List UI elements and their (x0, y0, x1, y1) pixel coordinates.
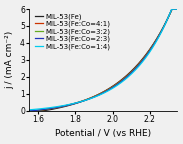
Legend: MIL-53(Fe), MIL-53(Fe:Co=4:1), MIL-53(Fe:Co=3:2), MIL-53(Fe:Co=2:3), MIL-53(Fe:C: MIL-53(Fe), MIL-53(Fe:Co=4:1), MIL-53(Fe… (34, 13, 111, 51)
MIL-53(Fe:Co=1:4) (95, 96, 97, 97)
MIL-53(Fe) (95, 95, 97, 96)
MIL-53(Fe:Co=3:2) (66, 104, 68, 106)
MIL-53(Fe:Co=1:4) (176, 8, 179, 10)
MIL-53(Fe:Co=3:2) (28, 110, 30, 112)
MIL-53(Fe:Co=3:2) (115, 84, 118, 85)
MIL-53(Fe:Co=2:3) (115, 84, 118, 86)
MIL-53(Fe:Co=2:3) (54, 107, 57, 109)
Line: MIL-53(Fe:Co=2:3): MIL-53(Fe:Co=2:3) (29, 9, 178, 111)
MIL-53(Fe:Co=2:3) (66, 105, 68, 106)
MIL-53(Fe) (176, 8, 179, 10)
MIL-53(Fe:Co=1:4) (66, 104, 68, 106)
Line: MIL-53(Fe:Co=3:2): MIL-53(Fe:Co=3:2) (29, 9, 178, 111)
MIL-53(Fe) (127, 73, 129, 75)
MIL-53(Fe:Co=1:4) (28, 109, 30, 111)
MIL-53(Fe:Co=4:1) (140, 61, 142, 62)
Line: MIL-53(Fe): MIL-53(Fe) (29, 9, 178, 111)
MIL-53(Fe:Co=3:2) (95, 95, 97, 97)
MIL-53(Fe:Co=4:1) (115, 83, 118, 85)
MIL-53(Fe:Co=2:3) (127, 75, 129, 77)
MIL-53(Fe:Co=3:2) (176, 8, 179, 10)
MIL-53(Fe:Co=1:4) (140, 63, 142, 65)
MIL-53(Fe:Co=1:4) (54, 106, 57, 108)
MIL-53(Fe:Co=2:3) (95, 95, 97, 97)
MIL-53(Fe) (54, 108, 57, 109)
MIL-53(Fe:Co=3:2) (127, 74, 129, 76)
MIL-53(Fe:Co=4:1) (127, 74, 129, 76)
MIL-53(Fe:Co=4:1) (176, 8, 179, 10)
Line: MIL-53(Fe:Co=1:4): MIL-53(Fe:Co=1:4) (29, 9, 178, 110)
MIL-53(Fe) (66, 105, 68, 107)
MIL-53(Fe:Co=4:1) (171, 8, 173, 10)
MIL-53(Fe:Co=1:4) (115, 85, 118, 87)
MIL-53(Fe) (115, 83, 118, 84)
MIL-53(Fe:Co=1:4) (127, 76, 129, 78)
MIL-53(Fe:Co=4:1) (54, 107, 57, 109)
MIL-53(Fe:Co=2:3) (171, 8, 173, 10)
MIL-53(Fe) (171, 8, 173, 10)
MIL-53(Fe:Co=3:2) (171, 8, 173, 10)
MIL-53(Fe:Co=3:2) (140, 61, 142, 63)
MIL-53(Fe:Co=2:3) (28, 110, 30, 112)
MIL-53(Fe) (140, 60, 142, 62)
MIL-53(Fe:Co=4:1) (66, 104, 68, 106)
MIL-53(Fe:Co=4:1) (28, 110, 30, 112)
Y-axis label: j / (mA cm⁻²): j / (mA cm⁻²) (5, 31, 15, 89)
Line: MIL-53(Fe:Co=4:1): MIL-53(Fe:Co=4:1) (29, 9, 178, 111)
MIL-53(Fe) (28, 110, 30, 112)
X-axis label: Potential / V (vs RHE): Potential / V (vs RHE) (55, 129, 151, 138)
MIL-53(Fe:Co=1:4) (171, 8, 173, 10)
MIL-53(Fe:Co=4:1) (95, 95, 97, 96)
MIL-53(Fe:Co=3:2) (54, 107, 57, 109)
MIL-53(Fe:Co=2:3) (176, 8, 179, 10)
MIL-53(Fe:Co=2:3) (140, 62, 142, 64)
